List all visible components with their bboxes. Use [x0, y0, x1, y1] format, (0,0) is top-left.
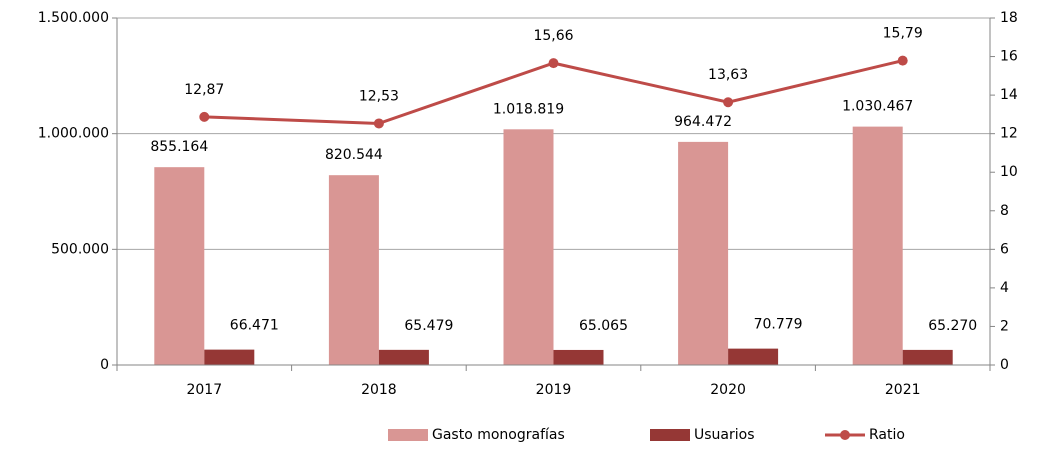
- data-label: 1.018.819: [493, 101, 564, 117]
- bar: [204, 349, 255, 365]
- legend-swatch: [650, 429, 690, 441]
- x-tick-label: 2020: [710, 382, 746, 398]
- x-tick-label: 2017: [186, 382, 222, 398]
- x-tick-label: 2018: [361, 382, 397, 398]
- data-label: 12,87: [184, 82, 224, 98]
- data-label: 15,79: [883, 26, 923, 42]
- legend-swatch: [840, 430, 850, 440]
- x-tick-label: 2019: [536, 382, 572, 398]
- y2-tick-label: 14: [1000, 87, 1018, 103]
- data-label: 65.270: [928, 318, 977, 334]
- legend-swatch: [388, 429, 428, 441]
- legend-label: Usuarios: [694, 427, 755, 443]
- data-label: 12,53: [359, 88, 399, 104]
- data-label: 1.030.467: [842, 99, 913, 115]
- data-label: 855.164: [150, 139, 208, 155]
- y2-tick-label: 16: [1000, 49, 1018, 65]
- y2-tick-label: 0: [1000, 357, 1009, 373]
- line-marker: [373, 118, 384, 129]
- data-label: 66.471: [230, 318, 279, 334]
- data-label: 13,63: [708, 67, 748, 83]
- bar: [328, 175, 379, 365]
- bar: [503, 129, 554, 365]
- y2-tick-label: 12: [1000, 126, 1018, 142]
- x-tick-label: 2021: [885, 382, 921, 398]
- y2-tick-label: 10: [1000, 164, 1018, 180]
- y-tick-label: 500.000: [51, 241, 109, 257]
- line-marker: [723, 97, 734, 108]
- data-label: 964.472: [674, 114, 732, 130]
- data-label: 65.065: [579, 318, 628, 334]
- bar: [154, 167, 205, 365]
- data-label: 820.544: [325, 147, 383, 163]
- bar: [678, 141, 729, 365]
- data-label: 65.479: [404, 318, 453, 334]
- y2-tick-label: 6: [1000, 241, 1009, 257]
- y-tick-label: 0: [100, 357, 109, 373]
- bar: [728, 348, 779, 365]
- y2-tick-label: 8: [1000, 203, 1009, 219]
- y2-tick-label: 2: [1000, 318, 1009, 334]
- bar: [902, 349, 953, 365]
- y2-tick-label: 4: [1000, 280, 1009, 296]
- bar: [553, 349, 604, 365]
- line-marker: [897, 55, 908, 66]
- line-marker: [199, 111, 210, 122]
- bar: [378, 349, 429, 365]
- data-label: 15,66: [533, 28, 573, 44]
- y-tick-label: 1.000.000: [38, 126, 109, 142]
- y2-tick-label: 18: [1000, 10, 1018, 26]
- bar: [852, 126, 903, 365]
- line-marker: [548, 58, 559, 69]
- legend-label: Ratio: [869, 427, 905, 443]
- legend-label: Gasto monografías: [432, 427, 565, 443]
- y-tick-label: 1.500.000: [38, 10, 109, 26]
- data-label: 70.779: [754, 317, 803, 333]
